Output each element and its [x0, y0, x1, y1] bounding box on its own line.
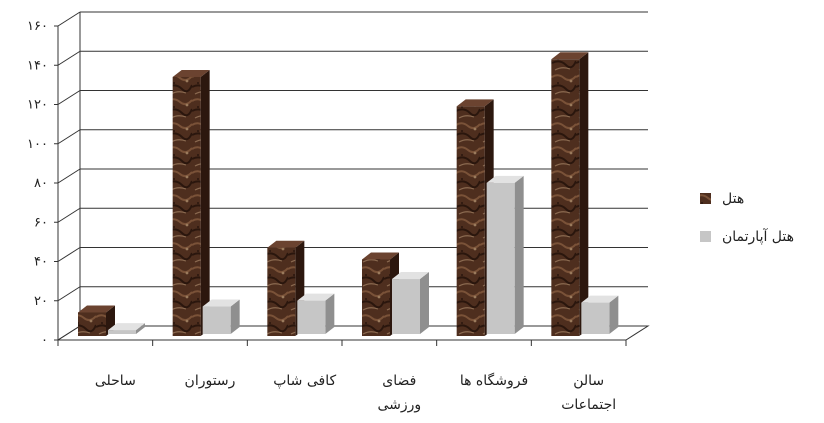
y-tick-label: ۱۰۰: [27, 137, 48, 152]
bar-top: [267, 240, 305, 248]
category-label: فروشگاه ها: [460, 372, 528, 389]
category-label: سالن: [573, 373, 604, 389]
bar-front: [267, 247, 296, 336]
bar-top: [581, 295, 619, 303]
gridline-side: [57, 207, 81, 223]
bar-side: [325, 293, 335, 334]
bar-front: [486, 182, 515, 334]
category-label: ورزشی: [377, 397, 421, 413]
legend-swatch: [700, 193, 711, 204]
bar-front: [362, 259, 390, 336]
category-label: اجتماعات: [561, 397, 616, 413]
y-tick-label: ۸۰: [34, 176, 48, 191]
category-label: فضای: [382, 373, 416, 389]
bar-top: [551, 52, 589, 60]
y-tick-label: ۶۰: [34, 215, 48, 230]
bar-side: [136, 323, 145, 334]
bar-front: [172, 76, 201, 336]
x-axis-labels: ساحلی رستوران کافی شاپ فضای ورزشی فروشگاه ها س…: [57, 340, 627, 413]
bar-front: [392, 279, 420, 334]
bar-top: [78, 305, 115, 313]
bar-side: [200, 69, 210, 336]
bar-top: [392, 272, 429, 280]
bar-top: [297, 293, 335, 301]
bar-hotel: [172, 69, 210, 336]
bar-front: [108, 330, 136, 334]
legend: هتل هتل آپارتمان: [700, 191, 794, 245]
bar-front: [297, 300, 326, 334]
gridline-side: [57, 247, 81, 262]
y-tick-label: ۴۰: [34, 255, 48, 270]
legend-label: هتل آپارتمان: [722, 228, 794, 245]
bar-hotel-apartment: [202, 299, 240, 334]
y-tick-label: ۱۲۰: [27, 98, 48, 113]
bar-top: [202, 299, 240, 307]
bar-front: [551, 59, 580, 336]
bar-hotel-apartment: [297, 293, 335, 334]
bar-hotel: [551, 52, 589, 336]
bar-side: [514, 175, 524, 334]
bar-hotel-apartment: [486, 175, 524, 334]
y-tick-label: ۰: [41, 333, 48, 348]
bar-front: [78, 312, 106, 336]
bar-side: [230, 299, 240, 334]
gridline-side: [57, 325, 81, 341]
bar-top: [362, 252, 399, 260]
category-label: رستوران: [185, 373, 236, 389]
legend-swatch: [700, 231, 711, 242]
category-label: ساحلی: [95, 373, 136, 389]
y-tick-label: ۱۴۰: [27, 58, 48, 73]
bar-front: [202, 306, 231, 334]
bar-top: [456, 99, 494, 107]
y-axis-ticks: ۰ ۲۰ ۴۰ ۶۰ ۸۰ ۱۰۰ ۱۲۰ ۱۴۰ ۱۶۰: [27, 19, 48, 348]
gridline-side: [57, 129, 81, 145]
bar-front: [581, 302, 610, 334]
gridline-side: [57, 90, 81, 105]
y-tick-label: ۲۰: [34, 294, 48, 309]
gridline-side: [57, 168, 81, 184]
gridline-side: [57, 286, 81, 302]
category-label: کافی شاپ: [273, 373, 336, 389]
bar-hotel-apartment: [392, 272, 429, 334]
legend-label: هتل: [722, 191, 744, 207]
y-tick-label: ۱۶۰: [27, 19, 48, 34]
bar-hotel-apartment: [581, 295, 619, 334]
gridline-side: [57, 11, 81, 27]
bars: [78, 52, 619, 336]
bar-front: [456, 106, 485, 336]
bar-top: [172, 69, 210, 77]
gridline-side: [57, 50, 81, 66]
bar-side: [579, 52, 589, 336]
bar-hotel-apartment: [108, 323, 145, 334]
bar-top: [486, 175, 524, 183]
bar-side: [420, 272, 429, 334]
bar-side: [609, 295, 619, 334]
bar-top: [108, 323, 145, 331]
